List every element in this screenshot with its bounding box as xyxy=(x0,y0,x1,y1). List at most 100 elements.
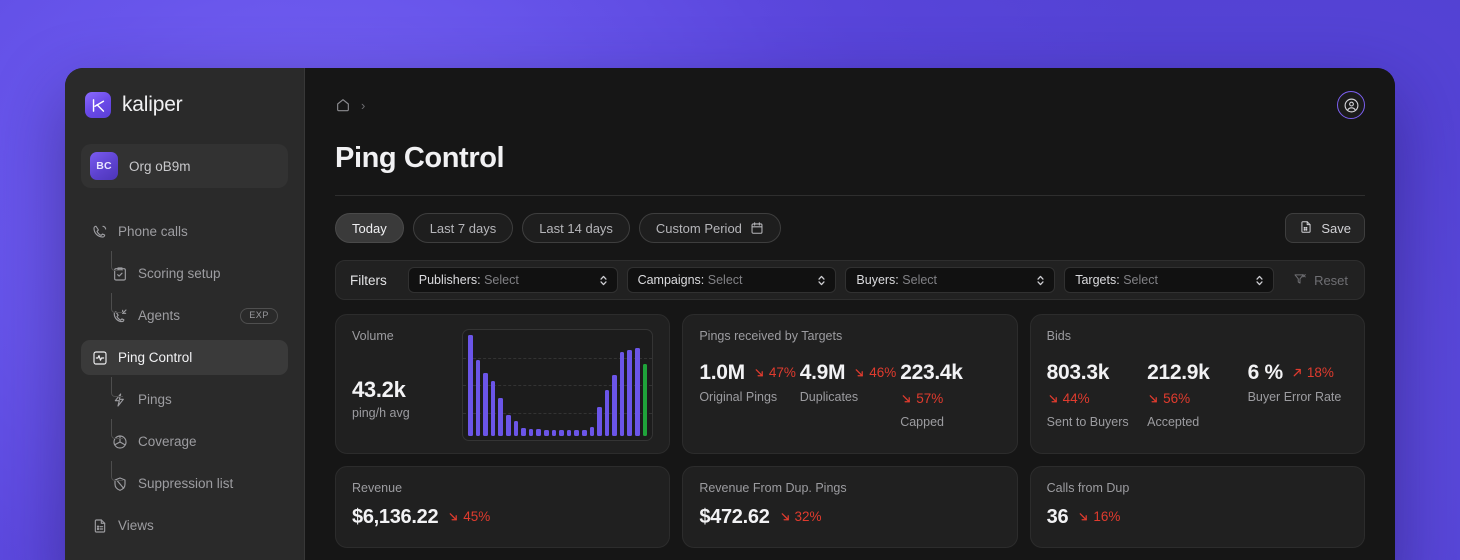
metric-value: $6,136.22 xyxy=(352,506,439,528)
chart-bar[interactable] xyxy=(505,414,511,436)
range-today[interactable]: Today xyxy=(335,213,404,243)
sidebar-item-label: Suppression list xyxy=(138,476,234,491)
reset-filters-button[interactable]: Reset xyxy=(1283,272,1354,289)
chart-bar[interactable] xyxy=(521,427,526,436)
sidebar-subgroup: Pings Coverage xyxy=(81,377,288,501)
page-title: Ping Control xyxy=(335,142,505,174)
date-range-group: Today Last 7 days Last 14 days Custom Pe… xyxy=(335,213,781,243)
arrow-down-right-icon xyxy=(1079,513,1088,521)
select-key: Buyers: xyxy=(856,273,899,287)
sidebar-item-pings[interactable]: Pings xyxy=(101,377,288,417)
metric-duplicates: 4.9M 46% Duplicates xyxy=(800,361,900,429)
chart-bar[interactable] xyxy=(551,429,557,436)
sidebar-item-coverage[interactable]: Coverage xyxy=(101,419,288,459)
chart-bar[interactable] xyxy=(612,374,617,436)
chart-bar[interactable] xyxy=(468,335,473,436)
metric-label: Capped xyxy=(900,415,944,429)
chart-bar[interactable] xyxy=(597,406,602,436)
metrics-group: 803.3k 44% Sent to Buyers 212.9k xyxy=(1047,361,1348,429)
chart-bar[interactable] xyxy=(566,429,572,436)
metric-label: Buyer Error Rate xyxy=(1247,390,1342,404)
top-bar: › xyxy=(335,90,1365,120)
range-label: Last 14 days xyxy=(539,220,613,236)
chart-bar[interactable] xyxy=(627,349,633,436)
card-title: Pings received by Targets xyxy=(699,329,843,343)
sidebar-item-views[interactable]: Views xyxy=(81,508,288,543)
sidebar-item-ping-control[interactable]: Ping Control xyxy=(81,340,288,375)
select-key: Targets: xyxy=(1075,273,1120,287)
chart-bar[interactable] xyxy=(528,428,534,436)
chart-bar[interactable] xyxy=(490,381,496,436)
org-switcher[interactable]: BC Org oB9m xyxy=(81,144,288,188)
chart-bar[interactable] xyxy=(574,429,579,436)
card-title: Revenue From Dup. Pings xyxy=(699,481,847,495)
range-custom-period[interactable]: Custom Period xyxy=(638,213,781,243)
metric-capped: 223.4k 57% Capped xyxy=(900,361,1000,429)
save-button[interactable]: Save xyxy=(1285,213,1365,243)
volume-bar-chart[interactable] xyxy=(462,329,654,441)
metric-delta-value: 18% xyxy=(1306,365,1334,380)
chart-bars xyxy=(468,335,648,436)
tree-elbow xyxy=(111,461,123,481)
filters-bar: Filters Publishers: Select Campaigns: Se… xyxy=(335,260,1365,300)
chart-bar[interactable] xyxy=(543,429,549,436)
chart-bar[interactable] xyxy=(589,426,595,436)
metric-delta-value: 32% xyxy=(794,509,822,524)
chart-bar[interactable] xyxy=(513,421,519,436)
metric-delta-value: 44% xyxy=(1062,391,1090,406)
sidebar-item-label: Scoring setup xyxy=(138,266,221,281)
chart-bar[interactable] xyxy=(475,360,481,436)
save-label: Save xyxy=(1321,220,1351,236)
sidebar-item-suppression-list[interactable]: Suppression list xyxy=(101,461,288,501)
metric-delta-value: 45% xyxy=(463,509,491,524)
home-icon[interactable] xyxy=(335,97,351,113)
chart-bar[interactable] xyxy=(642,364,648,436)
chart-bar[interactable] xyxy=(604,389,610,436)
select-value: Select xyxy=(902,273,938,287)
card-bids: Bids 803.3k 44% Sent to Buyers xyxy=(1029,314,1365,454)
range-last-7-days[interactable]: Last 7 days xyxy=(412,213,514,243)
sidebar-item-data-explorer[interactable]: Data Explorer EXP xyxy=(81,550,288,560)
tree-elbow xyxy=(111,419,123,439)
card-title: Calls from Dup xyxy=(1046,481,1130,495)
chart-bar[interactable] xyxy=(559,429,564,436)
chart-bar[interactable] xyxy=(498,398,503,436)
calendar-icon xyxy=(750,221,764,235)
kpi-cards-row-1: Volume 43.2k ping/h avg Pings received b… xyxy=(335,314,1365,454)
sidebar-item-agents[interactable]: Agents EXP xyxy=(101,293,288,333)
arrow-up-right-icon xyxy=(1293,368,1301,377)
range-label: Custom Period xyxy=(655,220,742,236)
chart-bar[interactable] xyxy=(581,429,587,436)
targets-select[interactable]: Targets: Select xyxy=(1064,267,1275,293)
arrow-down-right-icon xyxy=(855,369,864,377)
metric-original-pings: 1.0M 47% Original Pings xyxy=(699,361,799,429)
sidebar-item-phone-calls[interactable]: Phone calls xyxy=(81,214,288,249)
org-avatar: BC xyxy=(90,152,118,180)
tree-elbow xyxy=(111,377,123,397)
chart-bar[interactable] xyxy=(635,347,640,436)
chart-bar[interactable] xyxy=(483,372,488,436)
zap-icon xyxy=(111,391,128,408)
chart-bar[interactable] xyxy=(536,428,541,436)
sidebar-subgroup: Scoring setup Agents EXP xyxy=(81,251,288,333)
select-value: Select xyxy=(707,273,743,287)
campaigns-select[interactable]: Campaigns: Select xyxy=(626,267,837,293)
sidebar-item-scoring-setup[interactable]: Scoring setup xyxy=(101,251,288,291)
volume-value: 43.2k xyxy=(352,377,406,402)
chart-gridline xyxy=(463,357,653,359)
metric-value: 803.3k xyxy=(1046,361,1110,384)
kpi-cards-row-2: Revenue $6,136.22 45% Revenue From Dup. … xyxy=(335,466,1365,548)
chart-gridline xyxy=(463,412,653,414)
metric-value: $472.62 xyxy=(699,506,770,528)
user-circle-icon[interactable] xyxy=(1337,91,1365,119)
brand[interactable]: kaliper xyxy=(65,88,304,122)
app-window: kaliper BC Org oB9m Phone calls xyxy=(65,68,1395,560)
range-last-14-days[interactable]: Last 14 days xyxy=(522,213,630,243)
chevron-updown-icon xyxy=(1254,274,1265,287)
filters-label: Filters xyxy=(350,272,387,288)
buyers-select[interactable]: Buyers: Select xyxy=(845,267,1056,293)
publishers-select[interactable]: Publishers: Select xyxy=(407,267,618,293)
arrow-down-right-icon xyxy=(449,513,458,521)
chart-bar[interactable] xyxy=(619,351,625,436)
brand-name: kaliper xyxy=(122,93,183,116)
